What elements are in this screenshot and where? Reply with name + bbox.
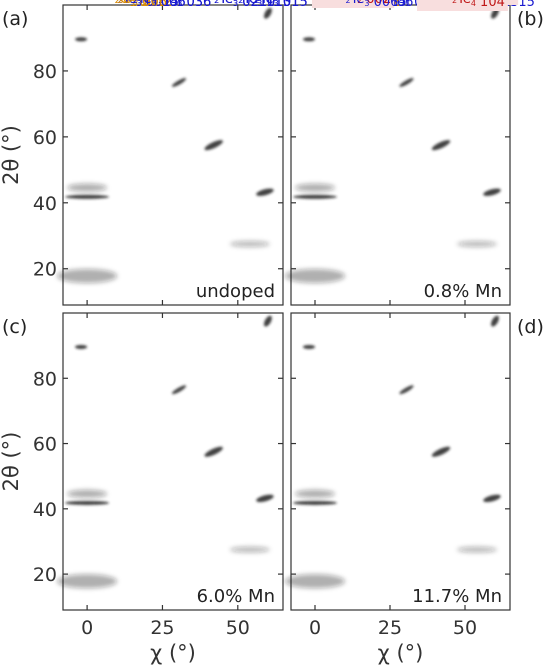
peak-label: Al2O3 001: [102, 0, 164, 10]
reflection-spot: [75, 344, 88, 349]
reflection-spot: [399, 385, 414, 395]
reflection-spot: [172, 78, 187, 87]
reflection-spot: [256, 494, 274, 503]
reflection-spot: [204, 446, 223, 457]
peak-label: Bi2Te3 315: [242, 0, 307, 10]
y-tick-label: 60: [33, 434, 57, 456]
peak-label: Bi2Te3 110: [226, 0, 291, 10]
reflection-spot: [457, 241, 497, 248]
reflection-spot: [65, 194, 110, 199]
reflection-spot: [67, 183, 108, 192]
peak-label: Bi2Te3 036: [146, 0, 211, 10]
reflection-spot: [285, 268, 345, 283]
panel-condition: undoped: [196, 281, 275, 302]
panel-letter: (b): [517, 8, 544, 30]
y-tick-label: 80: [33, 368, 57, 390]
panel-b: (b)0.8% MnAl2O3 0012Bi2Te3 315Bi2Te3 036…: [285, 0, 544, 306]
x-axis-title: χ (°): [150, 641, 196, 665]
peak-label: Bi2Te3 036: [146, 0, 211, 10]
reflection-spot: [483, 494, 501, 503]
reflection-spot: [399, 78, 414, 87]
panel-condition: 11.7% Mn: [412, 586, 502, 607]
x-tick-label: 25: [150, 617, 174, 639]
reflection-spot: [483, 188, 501, 196]
reflection-spot: [256, 188, 274, 196]
peak-label: Bi2Te3 006: [120, 0, 185, 10]
x-tick-label: 50: [226, 617, 250, 639]
reflection-spot: [303, 37, 315, 42]
peak-label: Al2O3 006: [105, 0, 167, 10]
peak-label: Al2O3 0012: [102, 0, 172, 10]
panel-frame: [290, 312, 511, 611]
reflection-spot: [263, 315, 272, 327]
peak-label: Bi2Te3 0210: [202, 0, 276, 10]
peak-label: Bi2Te3 006: [120, 0, 185, 10]
panel-condition: 6.0% Mn: [197, 586, 275, 607]
peak-label: Bi2Te3 0210: [202, 0, 276, 10]
reflection-spot: [431, 446, 451, 457]
reflection-spot: [285, 574, 345, 589]
reflection-spot: [491, 315, 499, 327]
x-tick-label: 0: [81, 617, 93, 639]
y-tick-label: 20: [33, 564, 57, 586]
panel-frame: [62, 4, 284, 306]
reflection-spot: [204, 140, 223, 151]
y-tick-label: 40: [33, 499, 57, 521]
panel-condition: 0.8% Mn: [424, 281, 502, 302]
peak-label: MnBi2Te4 104: [420, 0, 505, 10]
reflection-spot: [67, 489, 108, 498]
reflection-spot: [457, 546, 497, 553]
reflection-spot: [65, 500, 110, 505]
reflection-spot: [303, 344, 315, 349]
peak-label: Bi2Te3 0015: [105, 0, 179, 10]
reflection-spot: [263, 7, 272, 19]
reflection-spot: [431, 140, 451, 151]
peak-label: Bi2Te3 006: [333, 0, 398, 10]
x-axis-title: χ (°): [378, 641, 424, 665]
reflection-spot: [295, 489, 335, 498]
reflection-spot: [57, 574, 118, 589]
reflection-spot: [293, 194, 337, 199]
reflection-spot: [229, 241, 270, 248]
peak-label: Bi2Te3 110: [226, 0, 291, 10]
peak-label-highlight: [417, 0, 508, 11]
peak-label: Bi2Te3 0015: [105, 0, 179, 10]
panel-c: 20 40 60 80 0 25 50 χ (°) 2θ (°) (c) 6.0% Mn Al2O3 …: [0, 0, 308, 665]
y-tick-label: 20: [33, 259, 57, 281]
panel-frame: [290, 4, 511, 306]
panel-letter: (a): [2, 8, 28, 30]
peak-label-highlight: [321, 0, 395, 8]
peak-label: Al2O3 006: [105, 0, 167, 10]
reflection-spot: [75, 37, 88, 42]
y-tick-label: 60: [33, 127, 57, 149]
reflection-spot: [295, 183, 335, 192]
panel-frame: [62, 312, 284, 611]
reflection-spot: [57, 268, 118, 283]
y-tick-label: 80: [33, 61, 57, 83]
y-tick-label: 40: [33, 193, 57, 215]
y-axis-title: 2θ (°): [0, 432, 23, 492]
x-tick-label: 25: [378, 617, 402, 639]
reflection-spot: [172, 385, 187, 395]
x-tick-label: 50: [453, 617, 477, 639]
panel-letter: (c): [2, 316, 27, 338]
x-tick-label: 0: [309, 617, 321, 639]
y-axis-title: 2θ (°): [0, 125, 23, 185]
reflection-spot: [293, 500, 337, 505]
peak-label: MnTe2 002: [324, 0, 391, 7]
reflection-spot: [229, 546, 270, 553]
panel-letter: (d): [517, 316, 544, 338]
